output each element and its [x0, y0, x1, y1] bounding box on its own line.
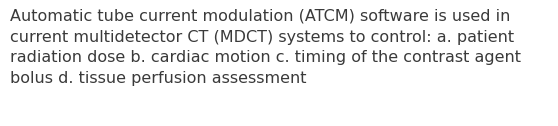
Text: Automatic tube current modulation (ATCM) software is used in
current multidetect: Automatic tube current modulation (ATCM)… [10, 9, 521, 86]
